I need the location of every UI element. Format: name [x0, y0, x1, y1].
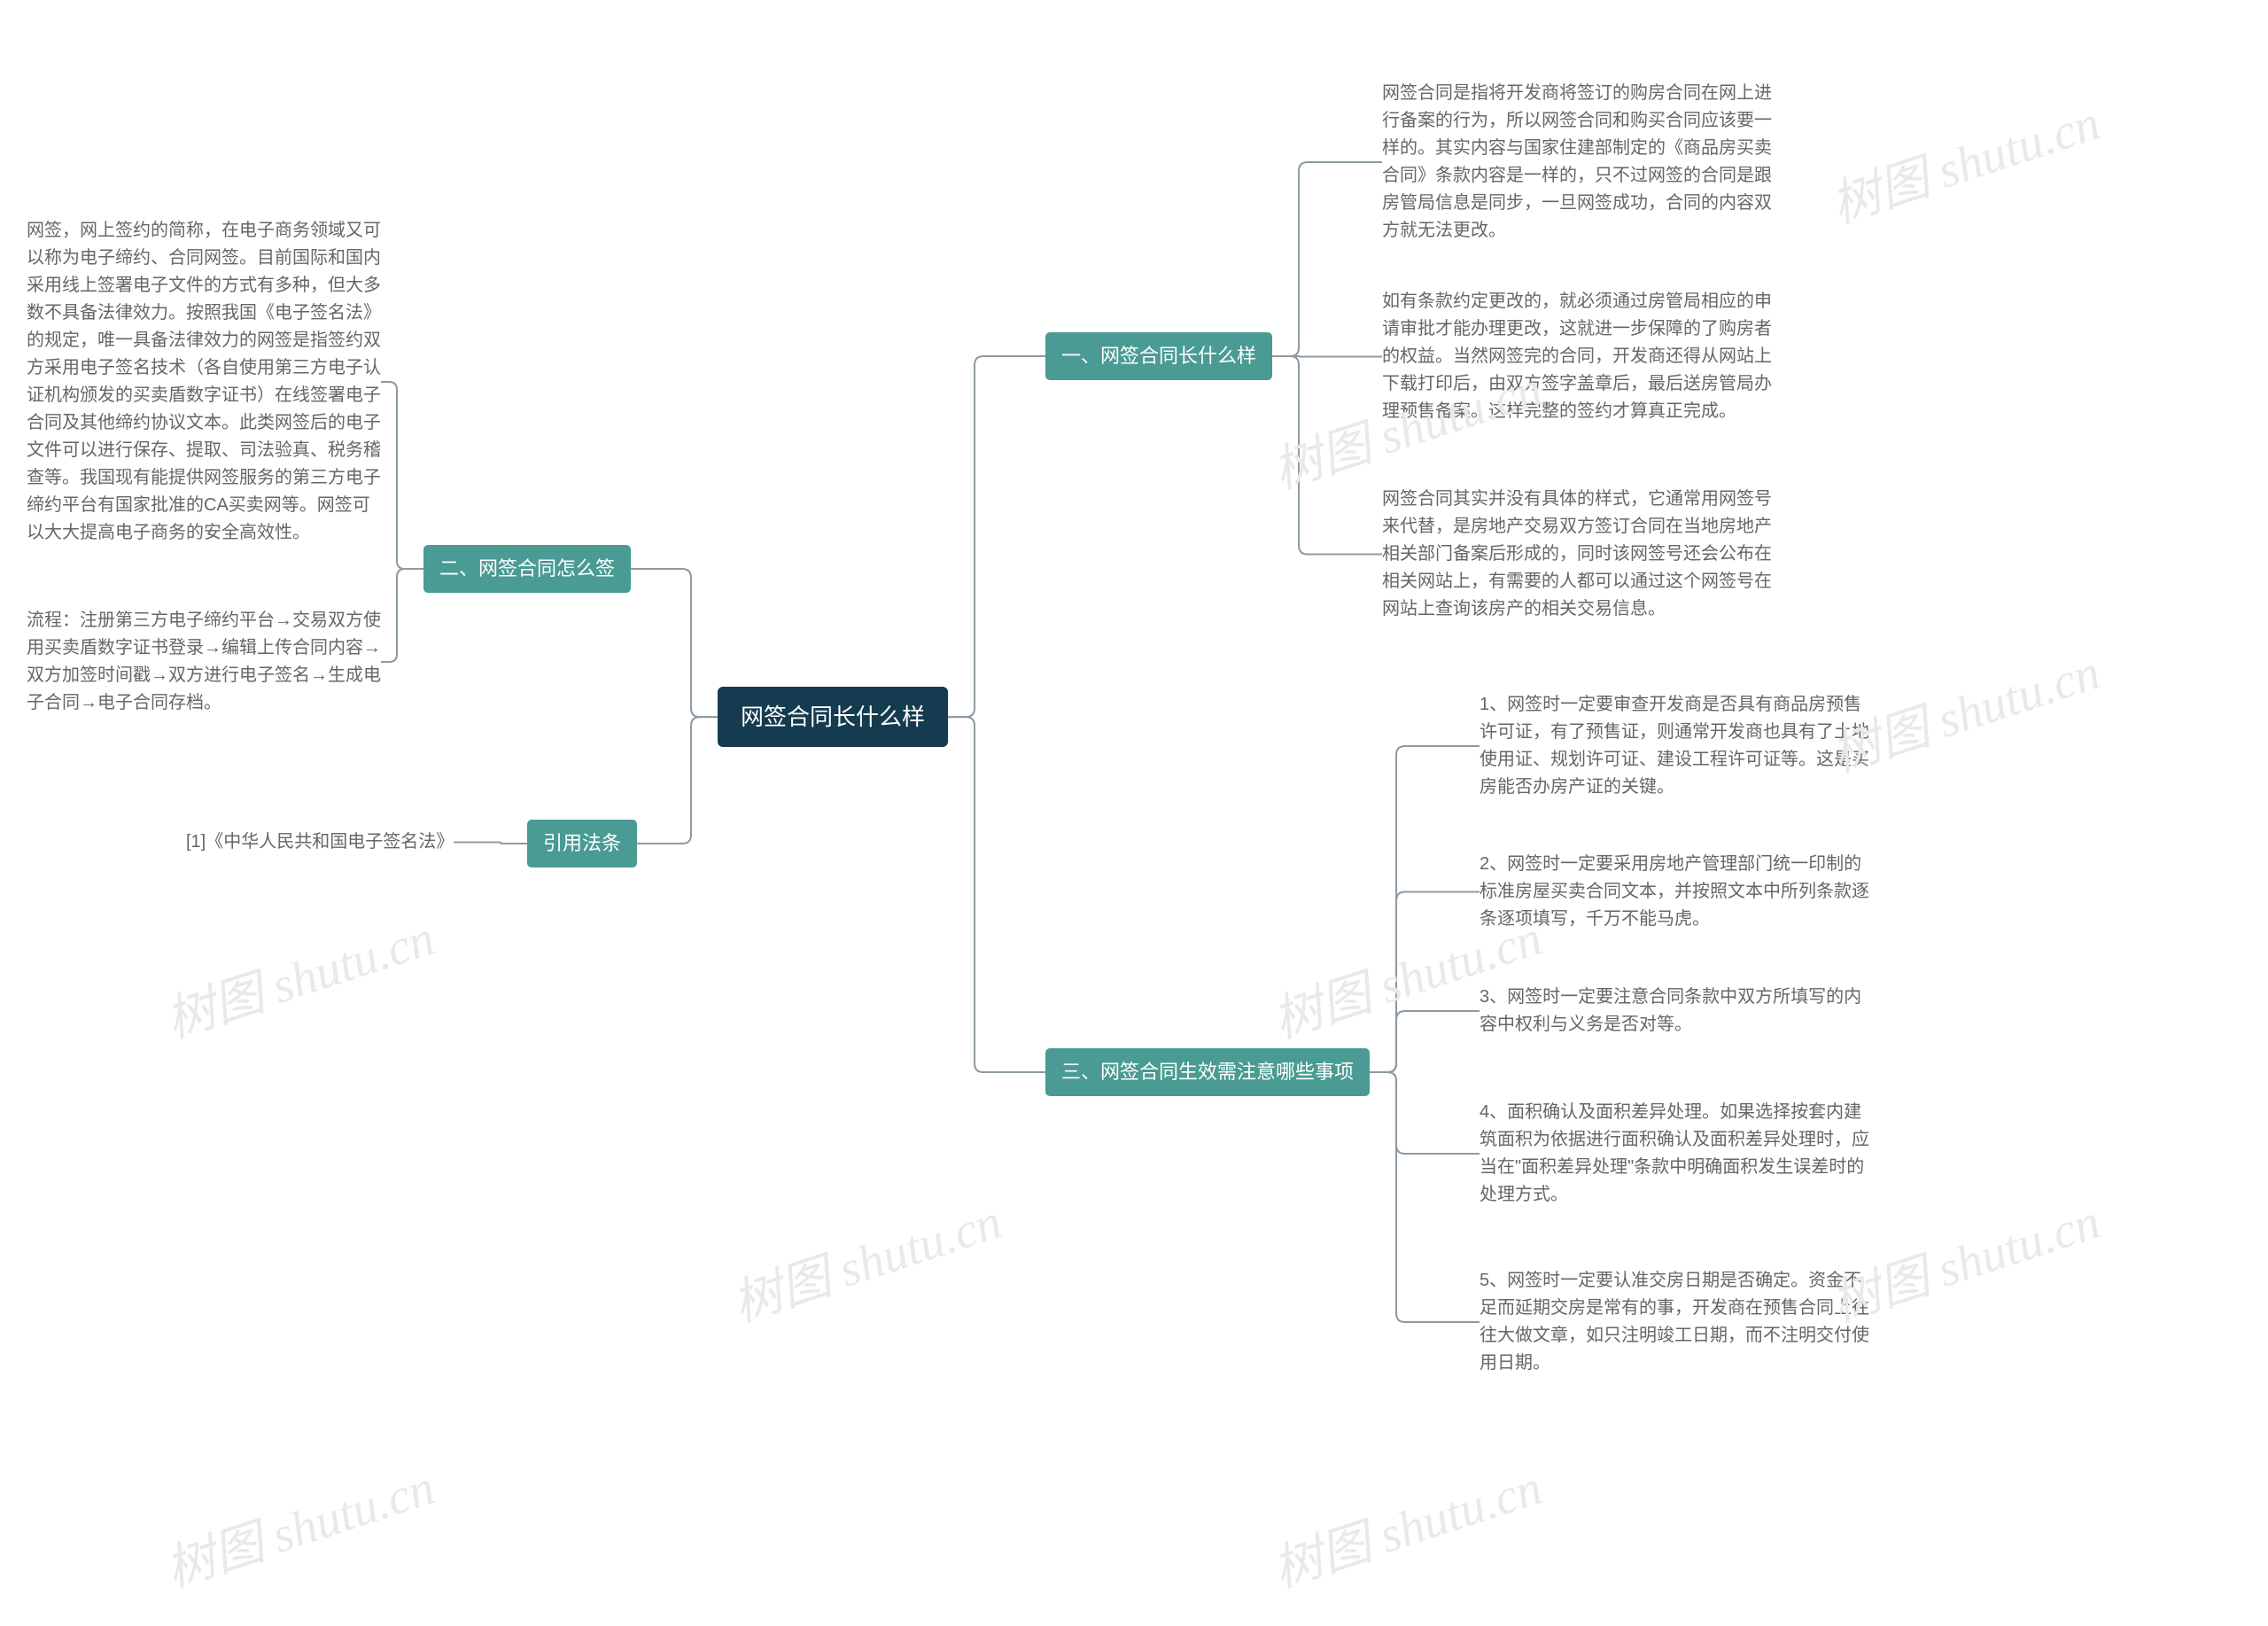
leaf-node: 4、面积确认及面积差异处理。如果选择按套内建筑面积为依据进行面积确认及面积差异处…: [1480, 1099, 1869, 1209]
watermark: 树图 shutu.cn: [155, 898, 442, 1052]
branch-node-3[interactable]: 三、网签合同生效需注意哪些事项: [1045, 1048, 1370, 1096]
leaf-node: 流程：注册第三方电子缔约平台→交易双方使用买卖盾数字证书登录→编辑上传合同内容→…: [27, 607, 381, 717]
leaf-node: [1]《中华人民共和国电子签名法》: [186, 829, 454, 856]
leaf-node: 3、网签时一定要注意合同条款中双方所填写的内容中权利与义务是否对等。: [1480, 984, 1869, 1039]
leaf-node: 如有条款约定更改的，就必须通过房管局相应的申请审批才能办理更改，这就进一步保障的…: [1382, 288, 1772, 425]
watermark: 树图 shutu.cn: [155, 1447, 442, 1601]
root-node[interactable]: 网签合同长什么样: [718, 687, 948, 747]
leaf-node: 2、网签时一定要采用房地产管理部门统一印制的标准房屋买卖合同文本，并按照文本中所…: [1480, 851, 1869, 933]
leaf-node: 网签合同其实并没有具体的样式，它通常用网签号来代替，是房地产交易双方签订合同在当…: [1382, 486, 1772, 623]
branch-node-4[interactable]: 引用法条: [527, 820, 637, 867]
leaf-node: 网签，网上签约的简称，在电子商务领域又可以称为电子缔约、合同网签。目前国际和国内…: [27, 217, 381, 547]
watermark: 树图 shutu.cn: [1262, 1447, 1550, 1601]
watermark: 树图 shutu.cn: [1821, 82, 2108, 237]
leaf-node: 1、网签时一定要审查开发商是否具有商品房预售许可证，有了预售证，则通常开发商也具…: [1480, 691, 1869, 801]
branch-node-1[interactable]: 一、网签合同长什么样: [1045, 332, 1272, 380]
leaf-node: 5、网签时一定要认准交房日期是否确定。资金不足而延期交房是常有的事，开发商在预售…: [1480, 1267, 1869, 1377]
leaf-node: 网签合同是指将开发商将签订的购房合同在网上进行备案的行为，所以网签合同和购买合同…: [1382, 80, 1772, 245]
branch-node-2[interactable]: 二、网签合同怎么签: [423, 545, 631, 593]
watermark: 树图 shutu.cn: [722, 1181, 1009, 1335]
